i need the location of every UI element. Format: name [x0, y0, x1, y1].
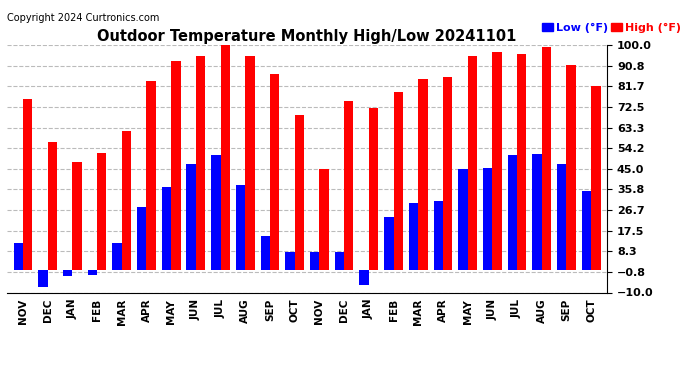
- Bar: [295, 115, 304, 270]
- Title: Outdoor Temperature Monthly High/Low 20241101: Outdoor Temperature Monthly High/Low 202…: [97, 29, 517, 44]
- Bar: [48, 142, 57, 270]
- Bar: [236, 184, 245, 270]
- Bar: [591, 86, 600, 270]
- Bar: [393, 92, 403, 270]
- Bar: [384, 217, 393, 270]
- Bar: [533, 154, 542, 270]
- Legend: Low (°F), High (°F): Low (°F), High (°F): [538, 18, 686, 38]
- Bar: [517, 54, 526, 270]
- Bar: [433, 201, 443, 270]
- Bar: [409, 202, 418, 270]
- Bar: [245, 56, 255, 270]
- Bar: [542, 47, 551, 270]
- Bar: [97, 153, 106, 270]
- Bar: [319, 169, 329, 270]
- Bar: [88, 270, 97, 274]
- Bar: [344, 101, 353, 270]
- Bar: [196, 56, 205, 270]
- Bar: [493, 52, 502, 270]
- Bar: [261, 236, 270, 270]
- Text: Copyright 2024 Curtronics.com: Copyright 2024 Curtronics.com: [7, 13, 159, 23]
- Bar: [146, 81, 156, 270]
- Bar: [72, 162, 81, 270]
- Bar: [23, 99, 32, 270]
- Bar: [285, 252, 295, 270]
- Bar: [14, 243, 23, 270]
- Bar: [63, 270, 72, 276]
- Bar: [418, 79, 428, 270]
- Bar: [582, 191, 591, 270]
- Bar: [359, 270, 369, 285]
- Bar: [221, 45, 230, 270]
- Bar: [335, 252, 344, 270]
- Bar: [186, 164, 196, 270]
- Bar: [121, 130, 131, 270]
- Bar: [369, 108, 378, 270]
- Bar: [171, 61, 181, 270]
- Bar: [468, 56, 477, 270]
- Bar: [483, 168, 493, 270]
- Bar: [310, 252, 319, 270]
- Bar: [443, 76, 453, 270]
- Bar: [38, 270, 48, 287]
- Bar: [137, 207, 146, 270]
- Bar: [508, 155, 517, 270]
- Bar: [112, 243, 121, 270]
- Bar: [161, 187, 171, 270]
- Bar: [557, 164, 566, 270]
- Bar: [211, 155, 221, 270]
- Bar: [566, 65, 576, 270]
- Bar: [270, 74, 279, 270]
- Bar: [458, 169, 468, 270]
